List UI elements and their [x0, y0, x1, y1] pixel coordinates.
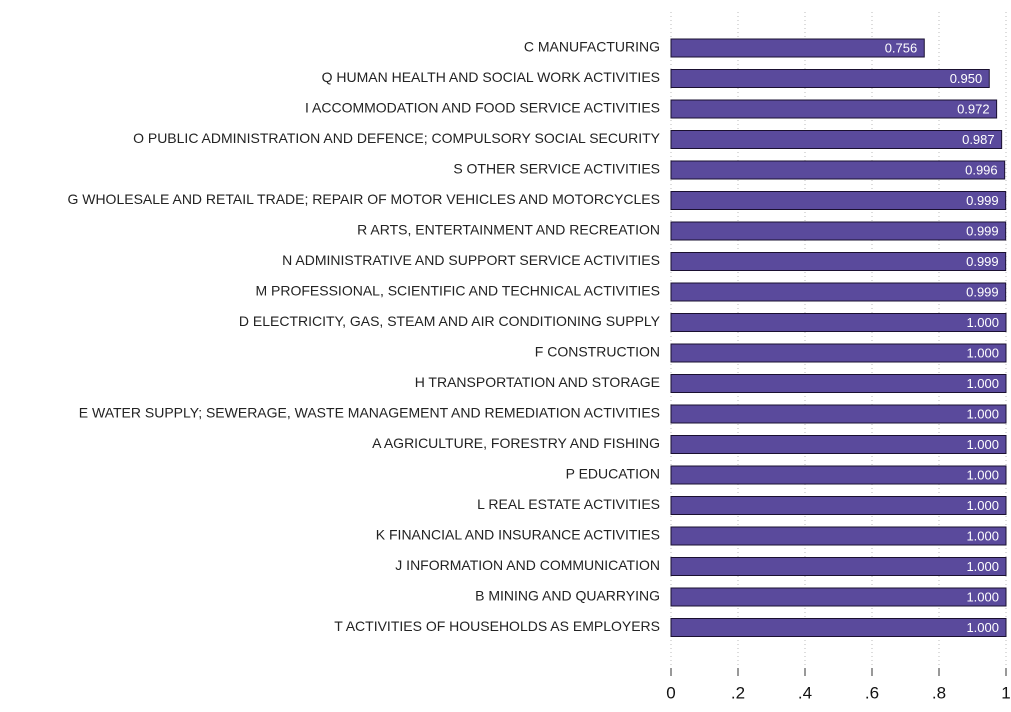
y-tick-label: L REAL ESTATE ACTIVITIES: [477, 496, 660, 512]
bar: [670, 618, 1007, 637]
bar: [670, 343, 1007, 363]
y-tick-label: I ACCOMMODATION AND FOOD SERVICE ACTIVIT…: [305, 100, 660, 116]
bar: [670, 191, 1007, 210]
y-tick-label: H TRANSPORTATION AND STORAGE: [415, 374, 660, 390]
value-label: 1.000: [966, 376, 999, 391]
value-label: 1.000: [966, 498, 999, 513]
y-tick-label: G WHOLESALE AND RETAIL TRADE; REPAIR OF …: [67, 191, 660, 207]
bar: [670, 313, 1007, 332]
x-tick-label: 1: [1001, 683, 1010, 702]
y-tick-label: K FINANCIAL AND INSURANCE ACTIVITIES: [376, 527, 660, 543]
y-tick-label: C MANUFACTURING: [524, 39, 660, 55]
x-tick-label: .6: [865, 683, 879, 702]
value-label: 1.000: [966, 559, 999, 574]
y-tick-label: M PROFESSIONAL, SCIENTIFIC AND TECHNICAL…: [255, 283, 660, 299]
y-tick-label: J INFORMATION AND COMMUNICATION: [395, 557, 660, 573]
bar: [670, 252, 1007, 271]
y-tick-label: N ADMINISTRATIVE AND SUPPORT SERVICE ACT…: [282, 252, 660, 268]
bar: [670, 282, 1007, 302]
bar: [670, 496, 1007, 515]
bar: [670, 99, 998, 119]
x-tick-label: 0: [666, 683, 675, 702]
y-tick-label: O PUBLIC ADMINISTRATION AND DEFENCE; COM…: [133, 130, 661, 146]
value-label: 1.000: [966, 406, 999, 421]
value-label: 1.000: [966, 467, 999, 482]
bar: [670, 69, 990, 88]
y-tick-label: A AGRICULTURE, FORESTRY AND FISHING: [372, 435, 660, 451]
bar: [670, 435, 1007, 454]
y-tick-label: Q HUMAN HEALTH AND SOCIAL WORK ACTIVITIE…: [322, 69, 660, 85]
value-label: 0.999: [966, 193, 999, 208]
bar: [670, 38, 925, 58]
value-label: 0.999: [966, 223, 999, 238]
value-label: 1.000: [966, 437, 999, 452]
value-label: 0.999: [966, 254, 999, 269]
bar: [670, 130, 1003, 149]
value-label: 0.999: [966, 284, 999, 299]
value-label: 1.000: [966, 345, 999, 360]
bar: [670, 404, 1007, 424]
bar: [670, 526, 1007, 546]
x-tick-label: .4: [798, 683, 812, 702]
y-tick-label: R ARTS, ENTERTAINMENT AND RECREATION: [357, 222, 660, 238]
bar: [670, 221, 1007, 241]
value-label: 0.756: [885, 40, 918, 55]
bar: [670, 465, 1007, 485]
x-tick-label: .2: [731, 683, 745, 702]
value-label: 1.000: [966, 528, 999, 543]
y-tick-label: P EDUCATION: [566, 466, 660, 482]
bar: [670, 557, 1007, 576]
x-tick-label: .8: [932, 683, 946, 702]
y-tick-label: D ELECTRICITY, GAS, STEAM AND AIR CONDIT…: [239, 313, 661, 329]
value-label: 1.000: [966, 315, 999, 330]
bar: [670, 374, 1007, 393]
y-tick-label: F CONSTRUCTION: [535, 344, 660, 360]
bar: [670, 587, 1007, 607]
y-tick-label: S OTHER SERVICE ACTIVITIES: [453, 161, 660, 177]
value-label: 0.996: [965, 162, 998, 177]
value-label: 0.972: [957, 101, 990, 116]
value-label: 0.950: [950, 71, 983, 86]
value-label: 1.000: [966, 589, 999, 604]
value-label: 0.987: [962, 132, 995, 147]
y-tick-label: E WATER SUPPLY; SEWERAGE, WASTE MANAGEME…: [79, 405, 660, 421]
bar: [670, 160, 1006, 180]
y-tick-label: T ACTIVITIES OF HOUSEHOLDS AS EMPLOYERS: [334, 618, 660, 634]
y-tick-label: B MINING AND QUARRYING: [475, 588, 660, 604]
value-label: 1.000: [966, 620, 999, 635]
